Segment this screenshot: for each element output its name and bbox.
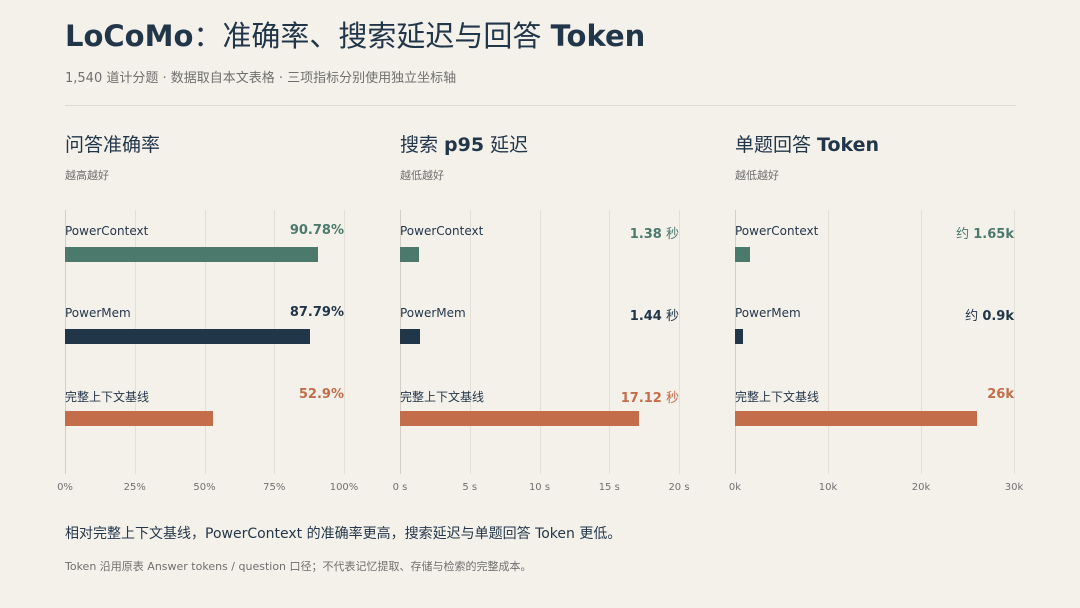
data-label-unit: 秒	[661, 309, 679, 324]
data-label: 90.78%	[290, 223, 344, 238]
data-label-number: 87.79%	[289, 305, 344, 320]
bar	[400, 247, 420, 262]
tick-label: 10k	[818, 482, 838, 493]
bar	[400, 411, 639, 426]
data-label: 87.79%	[290, 305, 344, 320]
footnote-text: Token 沿用原表 Answer tokens / question 口径；不…	[65, 560, 532, 573]
summary-text: 相对完整上下文基线，PowerContext 的准确率更高，搜索延迟与单题回答 …	[65, 526, 622, 542]
tick-label: 75%	[263, 482, 286, 493]
gridline	[828, 210, 829, 474]
panel-title-emphasis: p95	[444, 134, 485, 156]
tick-label: 5 s	[462, 482, 478, 493]
panel-title: 问答准确率	[65, 130, 160, 157]
tick-label: 0%	[57, 482, 73, 493]
gridline	[344, 210, 345, 474]
data-label-unit: 秒	[661, 227, 679, 242]
bar	[735, 247, 751, 262]
panel-note: 越低越好	[735, 169, 779, 182]
category-label: 完整上下文基线	[400, 390, 485, 404]
data-label: 约 0.9k	[965, 305, 1014, 324]
gridline	[609, 210, 611, 474]
tick-label: 0k	[728, 482, 742, 493]
tick-label: 50%	[193, 482, 216, 493]
bar	[735, 411, 977, 426]
tick-label: 20k	[911, 482, 931, 493]
tick-label: 0 s	[392, 482, 408, 493]
data-label: 1.38 秒	[630, 223, 679, 242]
data-label-number: 52.9%	[298, 387, 344, 402]
header-divider	[65, 105, 1016, 106]
data-label-number: 90.78%	[289, 223, 344, 238]
token-panel: 单题回答 Token 越低越好 PowerContext 约 1.65k PowerMe…	[729, 128, 1025, 500]
tick-label: 30k	[1004, 482, 1024, 493]
gridline	[679, 210, 680, 474]
data-label-number: 26k	[987, 387, 1014, 402]
category-label: 完整上下文基线	[735, 390, 820, 404]
tick-label: 25%	[123, 482, 146, 493]
plot-area: PowerContext 90.78% PowerMem 87.79% 完整上下文基线 5…	[65, 210, 345, 474]
data-label: 1.44 秒	[630, 305, 679, 324]
gridline	[1014, 210, 1015, 474]
category-label: PowerContext	[735, 224, 819, 238]
title-brand: LoCoMo	[65, 19, 194, 53]
title-text: ：准确率、搜索延迟与回答	[193, 19, 551, 53]
panel-title-text: 搜索	[400, 134, 445, 156]
bar	[65, 247, 319, 262]
bar	[400, 329, 421, 344]
panel-title-suffix: 延迟	[484, 134, 529, 156]
data-label-prefix: 约	[965, 309, 983, 324]
data-label-number: 0.9k	[982, 309, 1014, 324]
tick-label: 100%	[329, 482, 359, 493]
data-label-number: 1.38	[629, 227, 662, 242]
category-label: PowerMem	[400, 306, 466, 320]
category-label: PowerMem	[735, 306, 801, 320]
panel-title-text: 单题回答	[735, 134, 818, 156]
panel-title: 单题回答 Token	[735, 130, 879, 157]
panel-title: 搜索 p95 延迟	[400, 130, 528, 157]
gridline	[539, 210, 541, 474]
gridline	[469, 210, 471, 474]
data-label-unit: 秒	[661, 391, 679, 406]
data-label: 26k	[987, 387, 1014, 402]
tick-label: 15 s	[598, 482, 620, 493]
tick-label: 20 s	[668, 482, 690, 493]
data-label: 52.9%	[299, 387, 344, 402]
accuracy-panel: 问答准确率越高越好 PowerContext 90.78% PowerMem 87.79…	[57, 128, 358, 500]
tick-label: 10 s	[528, 482, 551, 493]
category-label: PowerContext	[400, 224, 484, 238]
panel-note: 越低越好	[400, 169, 444, 182]
latency-panel: 搜索 p95 延迟越低越好 PowerContext 1.38 秒 PowerMem 1…	[393, 128, 690, 500]
category-label: 完整上下文基线	[65, 390, 150, 404]
page-title: LoCoMo：准确率、搜索延迟与回答 Token	[65, 18, 645, 54]
data-label-number: 1.44	[629, 309, 662, 324]
category-label: PowerContext	[65, 224, 149, 238]
data-label-prefix: 约	[956, 227, 974, 242]
title-token: Token	[550, 19, 646, 53]
panel-title-emphasis: Token	[817, 134, 880, 156]
category-label: PowerMem	[65, 306, 131, 320]
data-label: 约 1.65k	[956, 223, 1014, 242]
panel-title-text: 问答准确率	[65, 134, 161, 156]
data-label-number: 1.65k	[973, 227, 1014, 242]
panel-note: 越高越好	[65, 169, 109, 182]
data-label: 17.12 秒	[621, 387, 679, 406]
plot-area: PowerContext 约 1.65k PowerMem 约 0.9k 完整上下文基线…	[735, 210, 1015, 474]
bar	[735, 329, 744, 344]
plot-area: PowerContext 1.38 秒 PowerMem 1.44 秒完整上下文基线 1…	[400, 210, 680, 474]
gridline	[921, 210, 922, 474]
bar	[65, 329, 310, 344]
data-label-number: 17.12	[620, 391, 662, 406]
page-subtitle: 1,540 道计分题 · 数据取自本文表格 · 三项指标分别使用独立坐标轴	[65, 71, 457, 86]
bar	[65, 411, 213, 426]
